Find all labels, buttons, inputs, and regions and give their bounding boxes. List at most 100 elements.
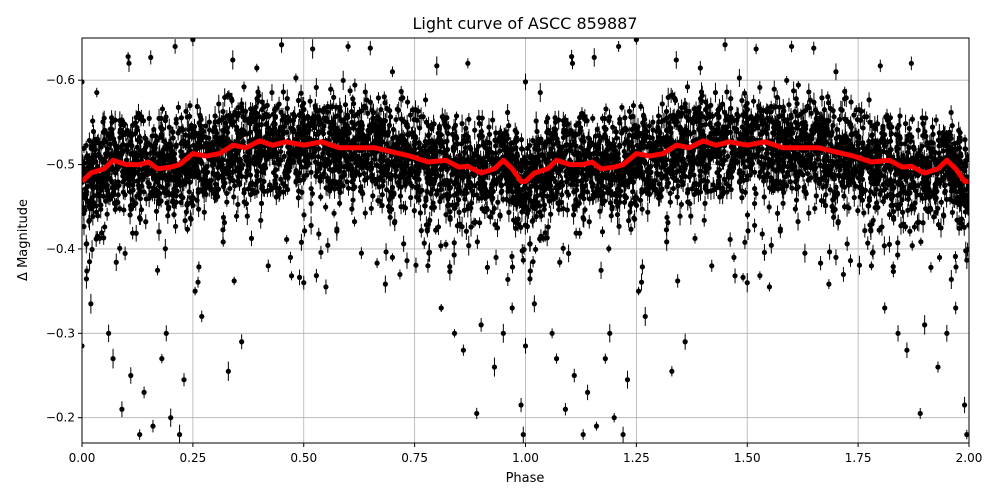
scatter-point <box>941 207 946 225</box>
scatter-point <box>928 262 933 272</box>
scatter-point <box>949 270 954 289</box>
scatter-point <box>751 95 756 108</box>
scatter-point <box>775 205 780 221</box>
scatter-point <box>806 205 811 221</box>
scatter-point <box>413 258 418 273</box>
scatter-point <box>323 203 328 212</box>
scatter-point <box>179 112 184 123</box>
scatter-point <box>436 219 441 235</box>
scatter-point <box>216 95 221 114</box>
scatter-point <box>557 257 562 267</box>
scatter-point <box>561 243 566 254</box>
scatter-point <box>848 95 853 110</box>
scatter-point <box>232 277 237 286</box>
scatter-point <box>685 81 690 93</box>
scatter-point <box>534 112 539 131</box>
scatter-point <box>538 83 543 102</box>
scatter-point <box>472 121 477 140</box>
scatter-point <box>812 203 817 215</box>
scatter-point <box>505 273 510 286</box>
scatter-point <box>426 130 431 140</box>
scatter-point <box>468 217 473 236</box>
scatter-point <box>284 235 289 244</box>
scatter-point <box>606 245 611 253</box>
scatter-point <box>485 261 490 275</box>
scatter-point <box>887 236 892 252</box>
scatter-point <box>664 233 669 251</box>
scatter-point <box>173 219 178 233</box>
scatter-point <box>879 218 884 236</box>
scatter-point <box>688 207 693 224</box>
scatter-point <box>505 104 510 121</box>
scatter-point <box>882 236 887 255</box>
scatter-point <box>533 245 538 254</box>
scatter-point <box>728 232 733 246</box>
scatter-point <box>752 219 757 233</box>
scatter-point <box>745 222 750 240</box>
scatter-point <box>289 271 294 280</box>
scatter-point <box>675 274 680 287</box>
scatter-point <box>565 203 570 218</box>
scatter-point <box>495 219 500 237</box>
scatter-point <box>628 223 633 235</box>
scatter-point <box>408 188 413 207</box>
scatter-point <box>374 258 379 268</box>
scatter-point <box>866 92 871 107</box>
scatter-point <box>477 217 482 228</box>
scatter-point <box>938 218 943 237</box>
scatter-point <box>418 205 423 221</box>
scatter-point <box>121 204 126 216</box>
scatter-point <box>102 222 107 232</box>
scatter-point <box>937 253 942 262</box>
scatter-point <box>949 105 954 119</box>
scatter-point <box>631 101 636 111</box>
scatter-point <box>675 189 680 205</box>
scatter-point <box>466 113 471 125</box>
scatter-point <box>163 239 168 259</box>
scatter-point <box>742 236 747 250</box>
scatter-point <box>337 199 342 207</box>
scatter-point <box>566 245 571 263</box>
scatter-point <box>857 256 862 275</box>
scatter-point <box>510 261 515 274</box>
scatter-point <box>795 213 800 231</box>
scatter-point <box>84 239 89 248</box>
scatter-point <box>660 95 665 114</box>
scatter-point <box>626 214 631 228</box>
scatter-point <box>590 114 595 123</box>
scatter-point <box>762 244 767 261</box>
scatter-point <box>837 114 842 125</box>
chart-title: Light curve of ASCC 859887 <box>412 14 637 33</box>
scatter-point <box>114 253 119 271</box>
scatter-point <box>865 236 870 250</box>
scatter-point <box>94 88 99 98</box>
scatter-point <box>934 114 939 125</box>
scatter-point <box>466 236 471 256</box>
scatter-point <box>405 96 410 109</box>
scatter-point <box>784 76 789 85</box>
scatter-point <box>796 81 801 89</box>
scatter-point <box>713 83 718 103</box>
scatter-point <box>254 64 259 73</box>
scatter-point <box>349 203 354 215</box>
scatter-point <box>619 103 624 111</box>
scatter-point <box>530 256 535 268</box>
scatter-point <box>920 213 925 233</box>
scatter-point <box>498 211 503 222</box>
scatter-point <box>939 197 944 207</box>
scatter-point <box>352 217 357 227</box>
scatter-point <box>293 74 298 83</box>
scatter-point <box>475 235 480 249</box>
scatter-point <box>117 243 122 253</box>
scatter-point <box>702 196 707 211</box>
scatter-point <box>143 214 148 229</box>
scatter-point <box>195 277 200 288</box>
scatter-point <box>452 245 457 265</box>
scatter-point <box>740 273 745 282</box>
scatter-point <box>84 266 89 276</box>
scatter-point <box>506 120 511 132</box>
scatter-point <box>862 224 867 238</box>
scatter-point <box>185 225 190 234</box>
scatter-point <box>401 236 406 252</box>
scatter-point <box>89 240 94 258</box>
